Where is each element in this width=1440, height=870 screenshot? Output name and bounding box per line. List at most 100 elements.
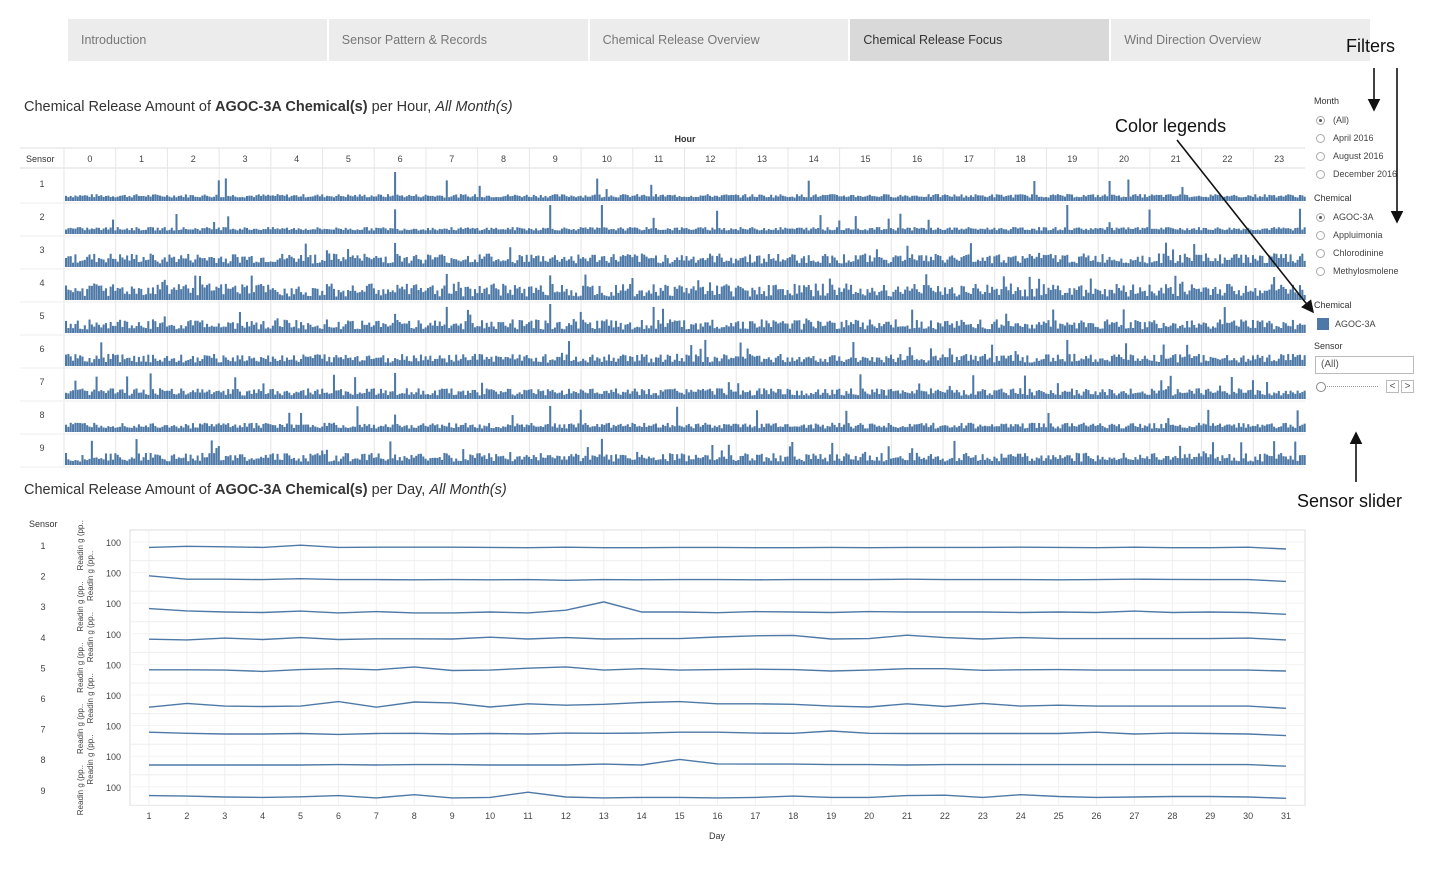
hour-bar xyxy=(191,458,194,465)
hour-bar xyxy=(1221,427,1224,432)
hour-bar xyxy=(525,254,528,267)
hour-bar xyxy=(1181,357,1184,366)
hour-bar xyxy=(222,355,225,366)
hour-bar xyxy=(530,358,533,366)
month-option[interactable]: December 2016 xyxy=(1313,165,1433,183)
hour-bar xyxy=(492,228,495,234)
hour-bar xyxy=(1049,253,1052,267)
hour-bar xyxy=(645,426,648,432)
hour-bar xyxy=(586,393,589,399)
chemical-radio[interactable] xyxy=(1316,212,1325,222)
hour-bar xyxy=(1094,425,1097,432)
chemical-option[interactable]: AGOC-3A xyxy=(1313,208,1433,226)
tab-introduction[interactable]: Introduction xyxy=(68,19,327,61)
month-option[interactable]: (All) xyxy=(1313,111,1433,129)
hour-bar xyxy=(779,455,782,465)
hour-bar xyxy=(1289,390,1292,399)
hour-bar xyxy=(302,424,305,432)
hour-bar xyxy=(944,357,947,366)
sensor-slider-handle[interactable] xyxy=(1316,382,1326,392)
month-option[interactable]: August 2016 xyxy=(1313,147,1433,165)
hour-bar xyxy=(716,195,719,201)
hour-bar xyxy=(795,426,799,432)
hour-bar xyxy=(1016,393,1019,399)
month-radio[interactable] xyxy=(1316,151,1325,161)
hour-bar xyxy=(897,457,900,465)
month-radio[interactable] xyxy=(1316,169,1325,179)
chemical-option[interactable]: Methylosmolene xyxy=(1313,262,1433,280)
hour-bar xyxy=(878,394,881,399)
hour-bar xyxy=(897,390,900,399)
hour-bar xyxy=(328,229,331,234)
hour-bar xyxy=(257,262,260,267)
hour-bar xyxy=(803,197,806,201)
chemical-radio[interactable] xyxy=(1316,266,1325,276)
month-radio[interactable] xyxy=(1316,115,1325,125)
hour-bar xyxy=(248,390,251,399)
chemical-option[interactable]: Chlorodinine xyxy=(1313,244,1433,262)
hour-bar xyxy=(1167,255,1170,267)
sensor-slider[interactable] xyxy=(1316,382,1378,392)
hour-bar xyxy=(791,295,794,300)
month-option[interactable]: April 2016 xyxy=(1313,129,1433,147)
hour-bar xyxy=(690,426,693,432)
hour-bar xyxy=(607,229,610,234)
hour-bar xyxy=(274,459,277,465)
tab-chemical-release-overview[interactable]: Chemical Release Overview xyxy=(589,19,849,61)
hour-bar xyxy=(100,425,103,432)
hour-bar xyxy=(1122,285,1125,300)
hour-bar xyxy=(748,228,752,234)
hour-bar xyxy=(147,321,150,333)
hour-bar xyxy=(243,361,246,366)
hour-bar xyxy=(511,415,514,432)
sensor-dropdown[interactable]: (All) xyxy=(1315,356,1414,374)
hour-bar xyxy=(756,197,759,201)
hour-bar xyxy=(177,230,180,234)
hour-bar xyxy=(1202,261,1205,267)
chemical-radio[interactable] xyxy=(1316,248,1325,258)
chemical-option[interactable]: Appluimonia xyxy=(1313,226,1433,244)
sensor-next-button[interactable]: > xyxy=(1401,380,1414,393)
hour-bar xyxy=(603,256,606,267)
hour-bar xyxy=(269,389,272,399)
hour-bar xyxy=(854,319,857,333)
hour-bar xyxy=(680,197,683,201)
tab-chemical-release-focus[interactable]: Chemical Release Focus xyxy=(850,19,1110,61)
hour-bar xyxy=(248,293,251,300)
hour-bar xyxy=(936,286,940,300)
hour-bar xyxy=(292,326,296,333)
hour-bar xyxy=(998,426,1001,432)
hour-bar xyxy=(297,458,300,465)
hour-bar xyxy=(1247,424,1250,432)
hour-bar xyxy=(112,426,115,432)
hour-bar xyxy=(159,323,162,333)
hour-bar xyxy=(76,422,79,432)
hour-bar xyxy=(180,458,183,465)
hour-bar xyxy=(370,228,373,234)
hour-bar xyxy=(605,227,608,234)
hour-bar xyxy=(283,288,286,300)
hour-bar xyxy=(1073,461,1076,465)
hour-bar xyxy=(544,424,547,432)
hour-bar xyxy=(965,452,968,465)
tab-wind-direction-overview[interactable]: Wind Direction Overview xyxy=(1111,19,1370,61)
sensor-prev-button[interactable]: < xyxy=(1386,380,1399,393)
hour-bar xyxy=(781,321,784,333)
hour-bar xyxy=(577,393,580,399)
hour-bar xyxy=(741,390,744,399)
hour-bar xyxy=(156,284,159,300)
hour-bar xyxy=(636,194,639,201)
hour-bar xyxy=(697,457,700,465)
hour-bar xyxy=(1298,455,1301,465)
sensor-axis-title: Sensor xyxy=(26,154,55,164)
tab-sensor-pattern-records[interactable]: Sensor Pattern & Records xyxy=(328,19,588,61)
hour-bar xyxy=(448,263,451,267)
chemical-radio[interactable] xyxy=(1316,230,1325,240)
hour-bar xyxy=(753,356,756,366)
day-tick-label: 7 xyxy=(374,811,379,821)
legend-swatch xyxy=(1317,318,1329,330)
month-radio[interactable] xyxy=(1316,133,1325,143)
hour-bar xyxy=(767,394,770,399)
hour-bar xyxy=(1061,255,1064,267)
hour-bar xyxy=(509,229,512,234)
